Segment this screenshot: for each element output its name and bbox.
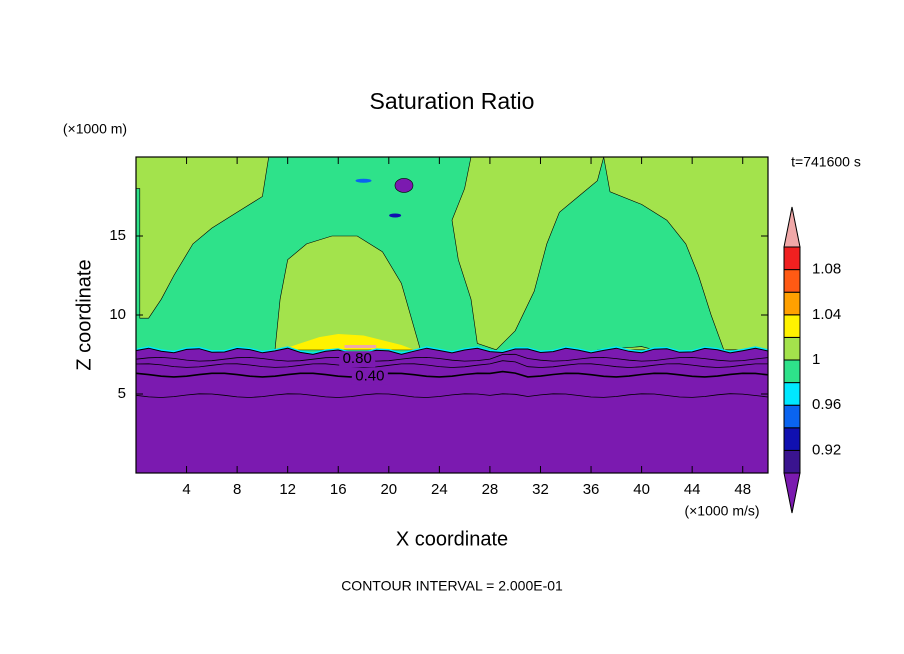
contour-line [135,393,769,398]
colorbar-over [783,206,801,248]
x-tick-label: 44 [684,481,701,498]
colorbar-tick-label: 0.96 [812,396,841,413]
contour-region [274,235,421,351]
colorbar-box [783,314,801,338]
colorbar-box [783,336,801,361]
contour-region [281,334,415,350]
x-tick-label: 20 [380,481,397,498]
contour-label-bg [351,368,388,385]
chart-title: Saturation Ratio [370,88,535,114]
x-tick-label: 48 [734,481,751,498]
colorbar-tick-label: 1.08 [812,261,841,278]
footer: CONTOUR INTERVAL = 2.000E-01 [341,578,563,594]
contour-label: 0.40 [355,368,384,385]
contour-region [389,213,402,218]
colorbar-box [783,449,801,474]
time-label: t=741600 s [791,154,861,170]
colorbar-tick-label: 1.04 [812,306,841,323]
colorbar-tick-label: 1 [812,351,820,368]
contour-line [135,370,769,378]
x-axis-label: X coordinate [396,528,508,550]
y-tick-label: 5 [118,385,126,402]
y-tick-label: 15 [109,227,126,244]
colorbar-box [783,291,801,316]
colorbar-tick-label: 0.92 [812,441,841,458]
colorbar-box [783,427,801,451]
contour-region [135,347,769,474]
y-axis-label: Z coordinate [73,259,95,370]
colorbar-box [783,246,801,271]
x-tick-label: 8 [233,481,241,498]
x-tick-label: 36 [583,481,600,498]
contour-region [394,178,414,193]
contour-line [135,360,768,368]
contour-label-bg [339,351,376,368]
contour-region [355,178,372,183]
x-tick-label: 32 [532,481,549,498]
x-tick-label: 28 [482,481,499,498]
contour-label: 0.80 [343,350,372,367]
y-units: (×1000 m) [63,121,127,137]
colorbar-box [783,359,801,384]
x-tick-label: 40 [633,481,650,498]
colorbar-box [783,404,801,429]
x-tick-label: 24 [431,481,448,498]
x-tick-label: 12 [279,481,296,498]
x-units: (×1000 m/s) [684,503,759,519]
x-tick-label: 16 [330,481,347,498]
contour-region [135,156,270,319]
colorbar-box [783,382,801,406]
colorbar-under [783,472,801,514]
colorbar-box [783,269,801,293]
contour-region [451,156,605,351]
y-tick-label: 10 [109,306,126,323]
contour-line [135,353,769,362]
x-tick-label: 4 [182,481,190,498]
contour-region [344,345,377,349]
